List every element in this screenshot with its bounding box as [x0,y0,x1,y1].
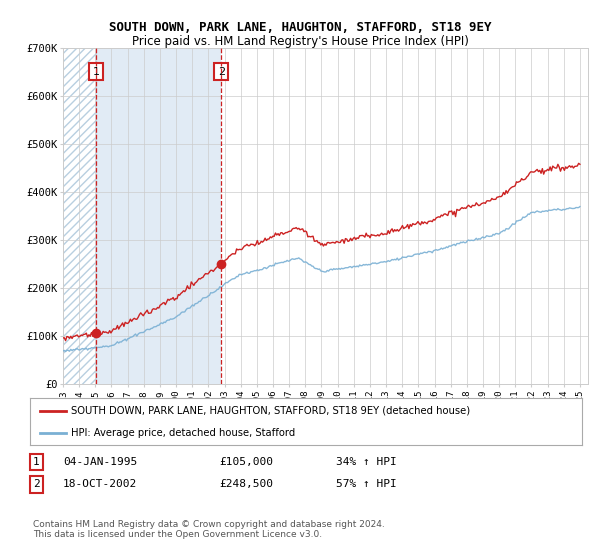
Text: 57% ↑ HPI: 57% ↑ HPI [336,479,397,489]
Text: £248,500: £248,500 [219,479,273,489]
Text: 1: 1 [92,67,100,77]
Text: Contains HM Land Registry data © Crown copyright and database right 2024.
This d: Contains HM Land Registry data © Crown c… [33,520,385,539]
Text: 04-JAN-1995: 04-JAN-1995 [63,457,137,467]
Text: Price paid vs. HM Land Registry's House Price Index (HPI): Price paid vs. HM Land Registry's House … [131,35,469,48]
Text: 1: 1 [33,457,40,467]
Text: £105,000: £105,000 [219,457,273,467]
Text: 18-OCT-2002: 18-OCT-2002 [63,479,137,489]
Text: 2: 2 [33,479,40,489]
Text: 34% ↑ HPI: 34% ↑ HPI [336,457,397,467]
Text: 2: 2 [218,67,225,77]
Bar [96,48,221,384]
Text: SOUTH DOWN, PARK LANE, HAUGHTON, STAFFORD, ST18 9EY: SOUTH DOWN, PARK LANE, HAUGHTON, STAFFOR… [109,21,491,34]
Text: HPI: Average price, detached house, Stafford: HPI: Average price, detached house, Staf… [71,428,296,438]
Bar [63,48,96,384]
Text: SOUTH DOWN, PARK LANE, HAUGHTON, STAFFORD, ST18 9EY (detached house): SOUTH DOWN, PARK LANE, HAUGHTON, STAFFOR… [71,406,470,416]
